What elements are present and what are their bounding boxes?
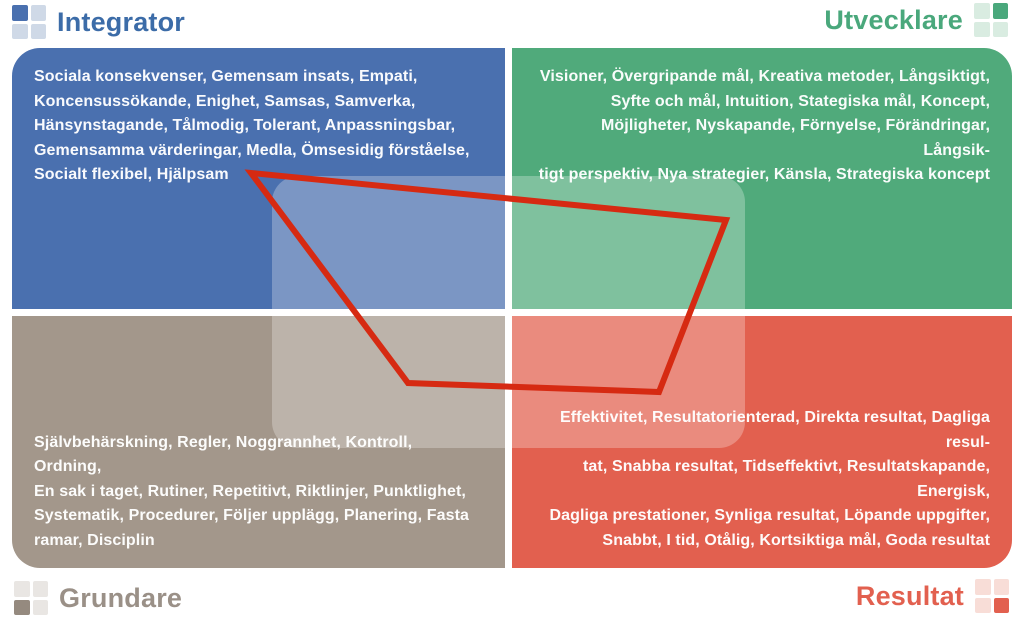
grundare-keywords: Självbehärskning, Regler, Noggrannhet, K… bbox=[34, 433, 470, 549]
utvecklare-label: Utvecklare bbox=[824, 4, 963, 35]
corner-label-grundare: Grundare bbox=[14, 581, 182, 615]
resultat-label: Resultat bbox=[855, 580, 964, 611]
center-highlight-overlay bbox=[272, 176, 745, 448]
quadrant-grid: Sociala konsekvenser, Gemensam insats, E… bbox=[12, 48, 1012, 568]
quadrant-grid-top-right-filled-icon bbox=[974, 3, 1008, 37]
integrator-keywords: Sociala konsekvenser, Gemensam insats, E… bbox=[34, 68, 470, 183]
corner-label-resultat: Resultat bbox=[856, 579, 1009, 613]
integrator-label: Integrator bbox=[57, 6, 186, 37]
resultat-keywords: Effektivitet, Resultatorienterad, Direkt… bbox=[549, 409, 990, 549]
grundare-label: Grundare bbox=[59, 582, 183, 613]
quadrant-grid-bottom-left-filled-icon bbox=[14, 581, 48, 615]
corner-label-utvecklare: Utvecklare bbox=[824, 3, 1008, 37]
corner-label-integrator: Integrator bbox=[12, 5, 185, 39]
utvecklare-keywords: Visioner, Övergripande mål, Kreativa met… bbox=[538, 68, 990, 183]
quadrant-grid-top-left-filled-icon bbox=[12, 5, 46, 39]
quadrant-grid-bottom-right-filled-icon bbox=[975, 579, 1009, 613]
